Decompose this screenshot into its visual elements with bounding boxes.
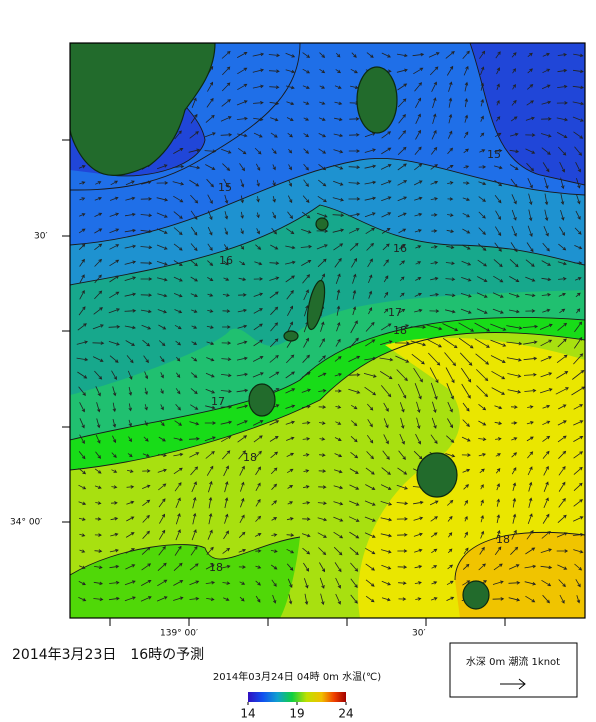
contour-label: 15 [218,181,232,194]
water-17c [70,537,300,618]
axis-ticks [62,139,506,626]
y-axis-label: 30′ [34,232,48,242]
island [416,452,458,498]
land [70,43,216,177]
contour-label: 17 [388,306,402,319]
contour-line [70,157,585,286]
island [315,217,329,231]
cold-water [470,43,585,185]
colorbar [248,692,346,702]
contour-label: 18 [243,451,257,464]
x-axis-label: 139° 00′ [160,629,198,639]
x-axis-label: 30′ [412,629,426,639]
island [248,383,276,417]
contour-line [70,317,585,581]
colorbar-ticks: 14 19 24 [240,702,354,721]
colorbar-tick-label: 19 [289,707,304,721]
contour-label: 15 [487,148,501,161]
island [356,66,398,134]
contour-label: 18 [209,561,223,574]
contour-label: 16 [219,254,233,267]
map-area: 15 15 16 16 17 17 18 18 18 18 [70,43,585,618]
title: 2014年3月23日 16時の予測 [12,647,204,663]
contour-label: 18 [496,533,510,546]
island [306,279,326,331]
island [462,580,490,610]
legend-label: 水深 0m 潮流 1knot [466,655,560,668]
island [283,330,299,342]
colorbar-tick-label: 24 [338,707,353,721]
contour-labels: 15 15 16 16 17 17 18 18 18 18 [209,148,510,574]
contour-label: 16 [393,242,407,255]
legend-box [449,642,578,698]
y-axis-label: 34° 00′ [10,518,42,528]
legend-arrow [500,678,526,690]
subtitle: 2014年03月24日 04時 0m 水温(℃) [213,670,381,683]
colorbar-tick-label: 14 [240,707,255,721]
contour-label: 17 [211,395,225,408]
contour-label: 18 [393,324,407,337]
